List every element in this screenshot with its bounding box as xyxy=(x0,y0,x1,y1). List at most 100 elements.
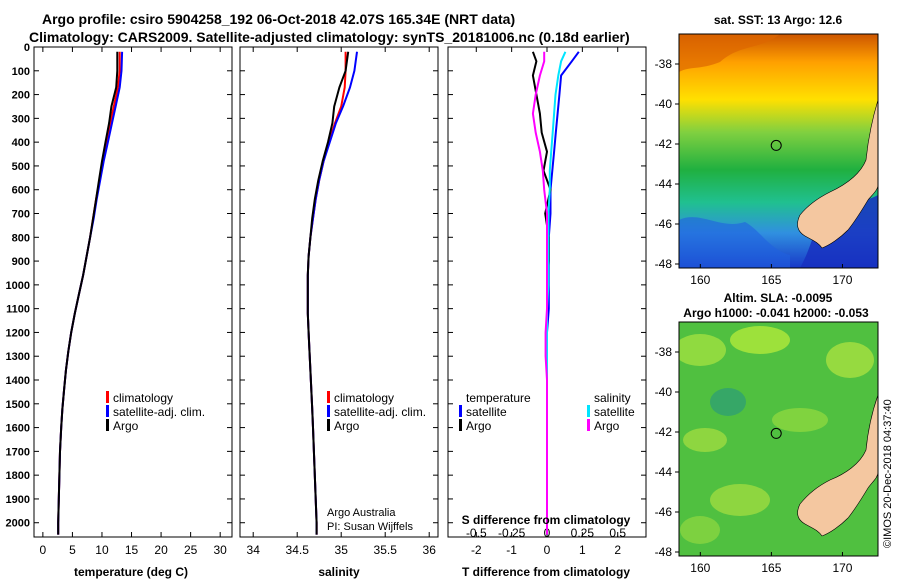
lon-tick-label: 170 xyxy=(832,273,852,287)
sla-map-title2: Argo h1000: -0.041 h2000: -0.053 xyxy=(683,306,869,320)
sla-field xyxy=(679,322,878,556)
sla-blob xyxy=(772,408,828,432)
legend-s-argo-swatch xyxy=(587,419,590,431)
figure-title-line1: Argo profile: csiro 5904258_192 06-Oct-2… xyxy=(42,11,515,27)
x-tick-label: -1 xyxy=(506,543,517,557)
imos-watermark: ©IMOS 20-Dec-2018 04:37:40 xyxy=(882,399,894,548)
x-tick-label: 1 xyxy=(579,543,586,557)
legend-argo-swatch xyxy=(106,419,109,431)
difference-x-ticks: -2 -1 0 1 2 xyxy=(471,47,621,557)
x-tick-label: 35.5 xyxy=(374,543,398,557)
t-difference-x-label: T difference from climatology xyxy=(462,565,630,579)
x-tick-label: 35 xyxy=(335,543,349,557)
legend-salinity-heading: salinity xyxy=(594,391,631,405)
depth-tick-label: 1100 xyxy=(6,304,30,316)
lat-tick-label: -40 xyxy=(655,97,673,111)
sst-map-title: sat. SST: 13 Argo: 12.6 xyxy=(714,13,843,27)
temperature-profiles xyxy=(57,51,124,535)
x-tick-label: 10 xyxy=(95,543,109,557)
new-zealand-land xyxy=(797,394,878,537)
sla-blob xyxy=(710,484,770,516)
salinity-depth-ticks xyxy=(240,46,438,524)
series-line-temperature-satellite xyxy=(546,51,580,535)
difference-legend-temperature: temperature satellite Argo xyxy=(459,391,531,433)
x-tick-label: 34.5 xyxy=(286,543,310,557)
legend-climatology-label: climatology xyxy=(334,391,394,405)
sla-blob xyxy=(680,516,720,544)
sla-map-frame xyxy=(678,321,879,557)
legend-t-argo-swatch xyxy=(459,419,462,431)
legend-s-satellite-label: satellite xyxy=(594,405,635,419)
sst-map-frame xyxy=(678,33,879,269)
legend-climatology-swatch xyxy=(106,391,109,403)
legend-satellite-swatch xyxy=(106,405,109,417)
depth-tick-label: 1200 xyxy=(6,327,30,339)
depth-tick-label: 500 xyxy=(12,161,30,173)
lon-tick-label: 170 xyxy=(832,561,852,575)
series-line-argo xyxy=(306,51,350,535)
credit-line1: Argo Australia xyxy=(327,507,396,519)
salinity-x-label: salinity xyxy=(318,565,360,579)
legend-satellite-swatch xyxy=(327,405,330,417)
lat-tick-label: -42 xyxy=(655,425,673,439)
lat-tick-label: -38 xyxy=(655,345,673,359)
series-line-salinity-argo xyxy=(531,51,548,535)
lat-tick-label: -44 xyxy=(655,177,673,191)
s-diff-tick-label: 0.5 xyxy=(609,526,626,540)
legend-t-argo-label: Argo xyxy=(466,419,492,433)
series-line-satellite-adj-clim xyxy=(57,51,124,535)
difference-depth-ticks xyxy=(448,46,646,524)
depth-tick-label: 100 xyxy=(12,66,30,78)
legend-climatology-label: climatology xyxy=(113,391,173,405)
legend-satellite-label: satellite-adj. clim. xyxy=(113,405,205,419)
x-tick-label: 20 xyxy=(154,543,168,557)
depth-tick-label: 1700 xyxy=(6,446,30,458)
x-tick-label: 34 xyxy=(247,543,261,557)
lat-tick-label: -38 xyxy=(655,57,673,71)
sla-blob xyxy=(826,342,874,378)
lat-tick-label: -48 xyxy=(655,257,673,271)
temperature-panel: 0100200300400500600700800900100011001200… xyxy=(6,42,233,579)
legend-argo-swatch xyxy=(327,419,330,431)
temperature-axes-frame xyxy=(33,46,233,538)
salinity-legend: climatology satellite-adj. clim. Argo xyxy=(327,391,426,433)
sst-map-ticks: 160 165 170 -38 -40 -42 -44 -46 -48 xyxy=(655,57,853,287)
legend-argo-label: Argo xyxy=(334,419,360,433)
credit-line2: PI: Susan Wijffels xyxy=(327,521,413,533)
sst-warm-patch xyxy=(679,34,780,72)
sla-blob xyxy=(683,428,727,452)
lon-tick-label: 160 xyxy=(690,273,710,287)
new-zealand-land xyxy=(797,99,878,249)
sla-blob xyxy=(679,334,726,366)
legend-s-satellite-swatch xyxy=(587,405,590,417)
salinity-panel: 34 34.5 35 35.5 36 salinity climatology sate… xyxy=(239,46,439,579)
x-tick-label: 0 xyxy=(544,543,551,557)
depth-tick-label: 1800 xyxy=(6,470,30,482)
depth-tick-label: 900 xyxy=(12,256,30,268)
series-line-argo xyxy=(57,51,119,535)
x-tick-label: 36 xyxy=(423,543,437,557)
depth-tick-label: 300 xyxy=(12,113,30,125)
legend-t-satellite-label: satellite xyxy=(466,405,507,419)
depth-tick-label: 200 xyxy=(12,90,30,102)
temperature-x-ticks: 0 5 10 15 20 25 30 xyxy=(40,47,227,557)
depth-tick-label: 700 xyxy=(12,209,30,221)
s-difference-label: S difference from climatology xyxy=(462,513,631,527)
sla-map: Altim. SLA: -0.0095 Argo h1000: -0.041 h… xyxy=(655,291,879,575)
lat-tick-label: -48 xyxy=(655,545,673,559)
lat-tick-label: -40 xyxy=(655,385,673,399)
difference-profiles xyxy=(531,51,580,535)
depth-tick-label: 1900 xyxy=(6,494,30,506)
depth-tick-label: 800 xyxy=(12,232,30,244)
lat-tick-label: -42 xyxy=(655,137,673,151)
temperature-legend: climatology satellite-adj. clim. Argo xyxy=(106,391,205,433)
float-position-marker xyxy=(770,139,782,151)
legend-temperature-heading: temperature xyxy=(466,391,531,405)
temperature-x-label: temperature (deg C) xyxy=(74,565,188,579)
salinity-profiles xyxy=(306,51,358,535)
depth-tick-label: 1400 xyxy=(6,375,30,387)
sla-map-title1: Altim. SLA: -0.0095 xyxy=(724,291,833,305)
legend-s-argo-label: Argo xyxy=(594,419,620,433)
depth-tick-label: 600 xyxy=(12,185,30,197)
s-diff-tick-label: -0.5 xyxy=(466,526,487,540)
